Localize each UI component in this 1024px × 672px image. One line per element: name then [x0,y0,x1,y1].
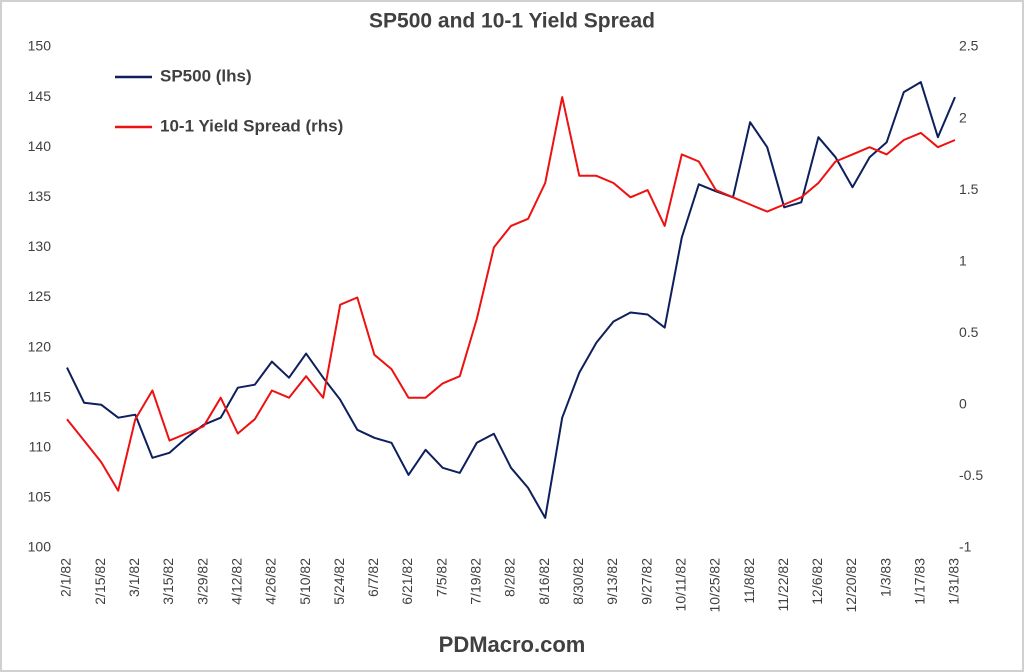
x-tick-label: 4/26/82 [263,558,279,605]
x-tick-label: 2/15/82 [92,558,108,605]
y2-tick-label: 1 [959,252,967,268]
legend-label: SP500 (lhs) [160,66,252,85]
x-tick-label: 3/29/82 [194,558,210,605]
chart-title: SP500 and 10-1 Yield Spread [369,10,655,33]
y-tick-label: 105 [28,489,52,505]
x-tick-label: 5/10/82 [297,558,313,605]
y2-tick-label: -1 [959,539,972,555]
x-tick-label: 7/19/82 [468,558,484,605]
y2-tick-label: 0.5 [959,324,979,340]
x-tick-label: 11/22/82 [775,558,791,612]
y-tick-label: 140 [28,138,52,154]
y-tick-label: 110 [29,439,52,455]
x-tick-label: 3/1/82 [126,558,142,597]
x-tick-label: 1/3/83 [877,558,893,597]
x-tick-label: 3/15/82 [160,558,176,605]
y2-tick-label: 0 [959,396,967,412]
x-tick-label: 5/24/82 [331,558,347,605]
y2-tick-label: 2.5 [959,38,979,54]
x-tick-label: 10/25/82 [707,558,723,613]
x-tick-label: 9/27/82 [638,558,654,605]
x-tick-label: 4/12/82 [228,558,244,605]
x-tick-label: 11/8/82 [741,558,757,604]
x-tick-label: 7/5/82 [433,558,449,597]
y-tick-label: 120 [28,338,52,354]
y-tick-label: 100 [28,539,52,555]
legend-label: 10-1 Yield Spread (rhs) [160,116,343,135]
x-tick-label: 6/7/82 [365,558,381,597]
y-tick-label: 145 [28,88,52,104]
footer: PDMacro.com [439,632,586,657]
y-tick-label: 135 [28,188,52,204]
y2-tick-label: 1.5 [959,181,979,197]
x-tick-label: 12/20/82 [843,558,859,613]
x-tick-label: 8/30/82 [570,558,586,605]
x-tick-label: 10/11/82 [672,558,688,612]
x-tick-label: 6/21/82 [399,558,415,605]
y2-tick-label: 2 [959,109,967,125]
series-line [66,96,956,492]
y-tick-label: 125 [28,288,52,304]
x-tick-label: 1/31/83 [946,558,962,605]
y-tick-label: 115 [29,388,52,404]
x-tick-label: 2/1/82 [58,558,74,597]
x-tick-label: 8/16/82 [536,558,552,605]
x-tick-label: 12/6/82 [809,558,825,605]
y2-tick-label: -0.5 [959,467,983,483]
y-tick-label: 150 [28,38,52,54]
x-tick-label: 1/17/83 [912,558,928,605]
x-tick-label: 9/13/82 [604,558,620,605]
y-tick-label: 130 [28,238,52,254]
x-tick-label: 8/2/82 [502,558,518,597]
series-line [66,81,956,519]
